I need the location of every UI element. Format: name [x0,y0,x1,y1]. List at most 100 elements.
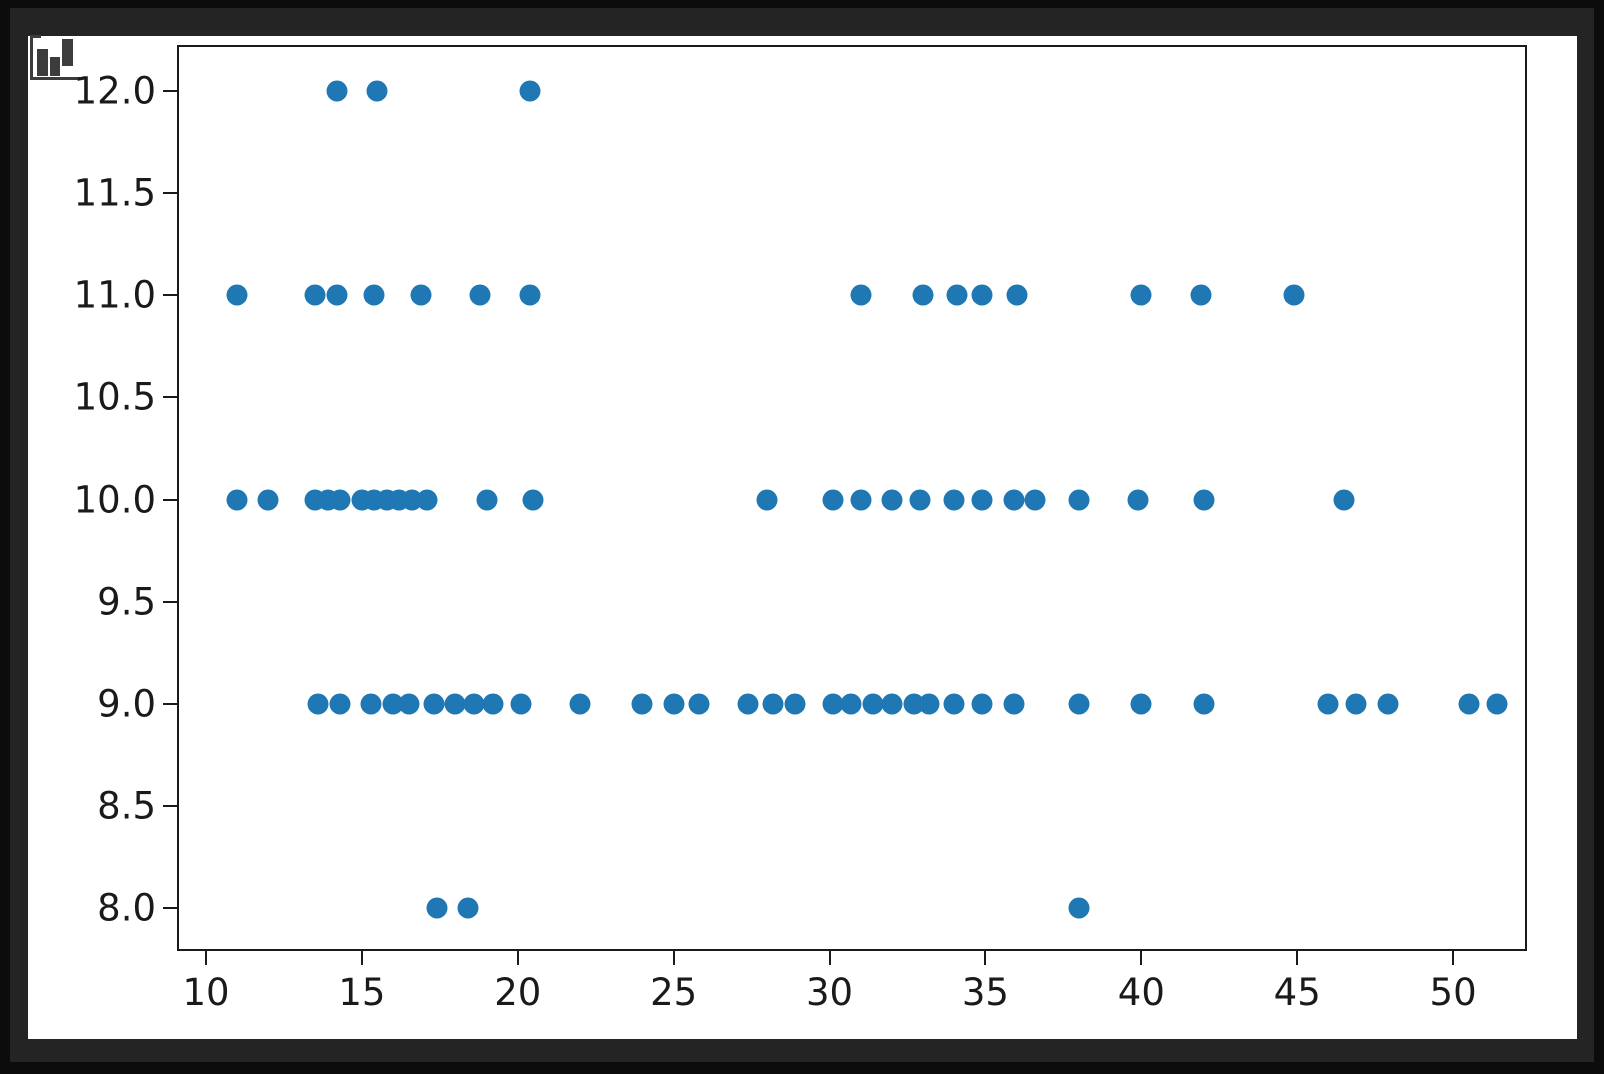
data-point [946,284,968,306]
data-point [663,693,685,715]
data-point [631,693,653,715]
bar-chart-icon-glyph [30,35,80,80]
data-point [862,693,884,715]
data-point [1068,489,1090,511]
x-tick-mark [204,951,207,965]
data-point [469,284,491,306]
data-point [688,693,710,715]
data-point [1130,693,1152,715]
data-point [398,693,420,715]
y-tick-label: 9.0 [97,682,156,726]
data-point [304,284,326,306]
x-tick-mark [1140,951,1143,965]
data-point [519,284,541,306]
data-point [971,284,993,306]
y-tick-mark [163,907,177,910]
x-tick-label: 30 [806,971,854,1014]
x-tick-mark [516,951,519,965]
data-point [463,693,485,715]
data-point [1458,693,1480,715]
data-point [909,489,931,511]
y-tick-label: 10.5 [73,375,156,419]
data-point [1193,693,1215,715]
data-point [426,897,448,919]
data-point [822,489,844,511]
data-point [1190,284,1212,306]
y-tick-mark [163,294,177,297]
data-point [1333,489,1355,511]
data-point [840,693,862,715]
data-point [226,284,248,306]
data-point [881,489,903,511]
data-point [1068,693,1090,715]
x-tick-mark [828,951,831,965]
data-point [476,489,498,511]
data-point [943,693,965,715]
y-tick-label: 10.0 [73,478,156,522]
data-point [326,80,348,102]
data-point [737,693,759,715]
data-point [416,489,438,511]
x-tick-mark [360,951,363,965]
data-point [423,693,445,715]
data-point [822,693,844,715]
data-point [850,284,872,306]
data-point [784,693,806,715]
x-tick-label: 15 [338,971,386,1014]
data-point [569,693,591,715]
data-point [326,284,348,306]
data-point [444,693,466,715]
data-point [971,489,993,511]
data-point [360,693,382,715]
x-tick-mark [984,951,987,965]
x-tick-mark [672,951,675,965]
y-tick-mark [163,498,177,501]
x-tick-label: 50 [1429,971,1477,1014]
y-tick-mark [163,804,177,807]
data-point [482,693,504,715]
data-point [1068,897,1090,919]
y-tick-mark [163,396,177,399]
data-point [943,489,965,511]
x-tick-mark [1296,951,1299,965]
x-tick-label: 35 [961,971,1009,1014]
data-point [1024,489,1046,511]
y-tick-label: 12.0 [73,69,156,113]
data-point [1345,693,1367,715]
x-tick-label: 45 [1273,971,1321,1014]
data-point [1127,489,1149,511]
data-point [410,284,432,306]
y-tick-label: 8.5 [97,784,156,828]
x-tick-label: 25 [650,971,698,1014]
data-point [850,489,872,511]
data-point [1130,284,1152,306]
y-tick-label: 8.0 [97,886,156,930]
data-point [329,693,351,715]
data-point [226,489,248,511]
data-point [1486,693,1508,715]
data-point [457,897,479,919]
data-point [307,693,329,715]
data-point [510,693,532,715]
x-tick-label: 10 [182,971,230,1014]
data-point [1006,284,1028,306]
data-point [522,489,544,511]
y-tick-mark [163,702,177,705]
y-tick-label: 11.5 [73,171,156,215]
data-point [329,489,351,511]
data-point [1003,489,1024,511]
data-point [366,80,388,102]
data-point [1377,693,1399,715]
data-point [257,489,279,511]
y-tick-mark [163,600,177,603]
data-point [918,693,940,715]
bar-chart-icon[interactable] [28,32,82,84]
x-tick-mark [1452,951,1455,965]
x-tick-label: 40 [1117,971,1165,1014]
y-tick-label: 9.5 [97,580,156,624]
data-point [1193,489,1215,511]
data-point [881,693,903,715]
data-point [971,693,993,715]
y-tick-label: 11.0 [73,273,156,317]
y-tick-mark [163,89,177,92]
